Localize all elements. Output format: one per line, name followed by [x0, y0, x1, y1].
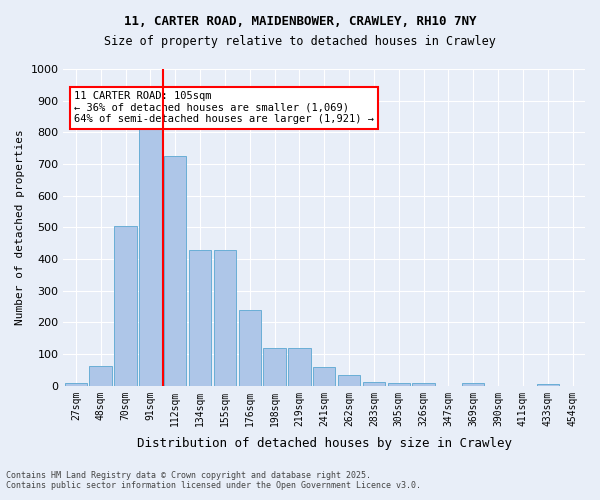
- Text: Size of property relative to detached houses in Crawley: Size of property relative to detached ho…: [104, 35, 496, 48]
- Text: 11, CARTER ROAD, MAIDENBOWER, CRAWLEY, RH10 7NY: 11, CARTER ROAD, MAIDENBOWER, CRAWLEY, R…: [124, 15, 476, 28]
- X-axis label: Distribution of detached houses by size in Crawley: Distribution of detached houses by size …: [137, 437, 512, 450]
- Bar: [164, 156, 187, 386]
- Bar: [388, 382, 410, 386]
- Bar: [536, 384, 559, 386]
- Bar: [214, 250, 236, 386]
- Bar: [412, 382, 435, 386]
- Bar: [115, 226, 137, 386]
- Bar: [288, 348, 311, 386]
- Bar: [363, 382, 385, 386]
- Bar: [189, 250, 211, 386]
- Bar: [313, 367, 335, 386]
- Bar: [263, 348, 286, 386]
- Bar: [139, 124, 161, 386]
- Bar: [239, 310, 261, 386]
- Bar: [65, 383, 87, 386]
- Bar: [462, 382, 484, 386]
- Bar: [89, 366, 112, 386]
- Bar: [338, 374, 360, 386]
- Text: Contains HM Land Registry data © Crown copyright and database right 2025.
Contai: Contains HM Land Registry data © Crown c…: [6, 470, 421, 490]
- Y-axis label: Number of detached properties: Number of detached properties: [15, 130, 25, 326]
- Text: 11 CARTER ROAD: 105sqm
← 36% of detached houses are smaller (1,069)
64% of semi-: 11 CARTER ROAD: 105sqm ← 36% of detached…: [74, 91, 374, 124]
